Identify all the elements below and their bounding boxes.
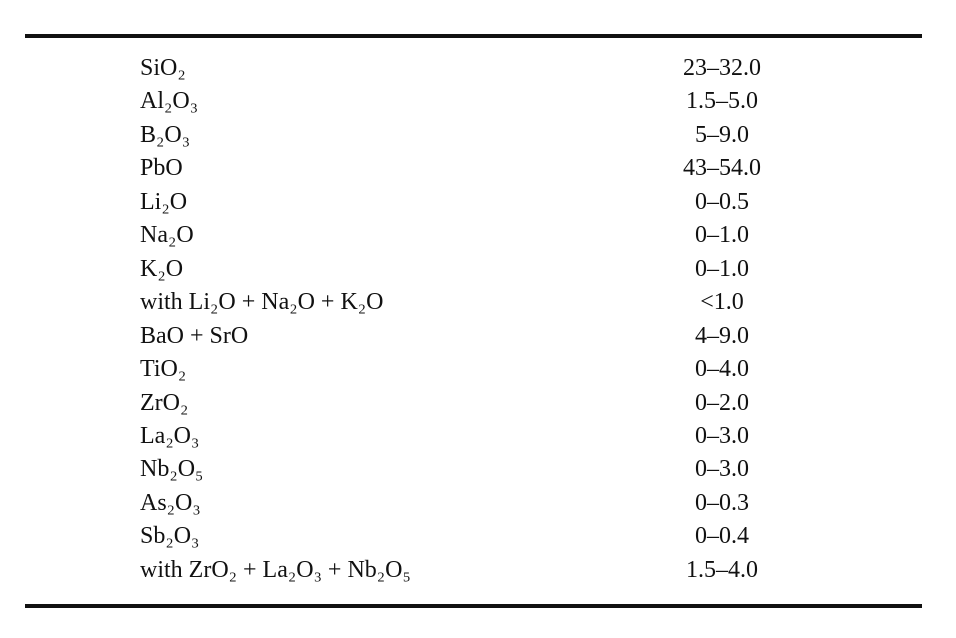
range: 23–32.0 — [622, 53, 822, 83]
range: 1.5–5.0 — [622, 86, 822, 116]
range: 0–1.0 — [622, 254, 822, 284]
component: with ZrO₂ + La₂O₃ + Nb₂O₅ — [140, 555, 411, 585]
range: <1.0 — [622, 287, 822, 317]
range: 4–9.0 — [622, 321, 822, 351]
range: 0–4.0 — [622, 354, 822, 384]
component: La₂O₃ — [140, 421, 199, 451]
range: 0–2.0 — [622, 388, 822, 418]
component: Nb₂O₅ — [140, 454, 203, 484]
component: Al₂O₃ — [140, 86, 198, 116]
component: BaO + SrO — [140, 321, 248, 351]
range: 0–0.4 — [622, 521, 822, 551]
range: 0–3.0 — [622, 421, 822, 451]
component: Li₂O — [140, 187, 187, 217]
range: 0–0.3 — [622, 488, 822, 518]
component: ZrO₂ — [140, 388, 188, 418]
range: 0–1.0 — [622, 220, 822, 250]
range: 43–54.0 — [622, 153, 822, 183]
component: SiO₂ — [140, 53, 186, 83]
bottom-rule — [25, 604, 922, 608]
range: 0–3.0 — [622, 454, 822, 484]
component: As₂O₃ — [140, 488, 201, 518]
component: TiO₂ — [140, 354, 186, 384]
range: 1.5–4.0 — [622, 555, 822, 585]
component: Sb₂O₃ — [140, 521, 199, 551]
component: B₂O₃ — [140, 120, 190, 150]
range: 5–9.0 — [622, 120, 822, 150]
document: SiO₂ 23–32.0 Al₂O₃ 1.5–5.0 B₂O₃ 5–9.0 PbO 43–54… — [0, 0, 956, 638]
component: with Li₂O + Na₂O + K₂O — [140, 287, 383, 317]
range: 0–0.5 — [622, 187, 822, 217]
top-rule — [25, 34, 922, 38]
component: PbO — [140, 153, 183, 183]
component: K₂O — [140, 254, 183, 284]
component: Na₂O — [140, 220, 194, 250]
